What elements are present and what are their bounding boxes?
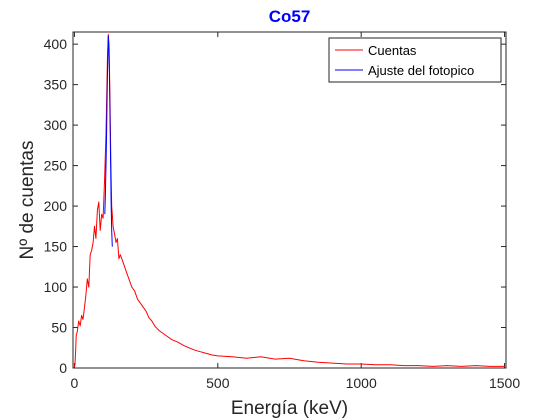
series-line-ajuste (104, 35, 113, 247)
y-tick-label: 50 (51, 320, 67, 336)
y-tick-label: 150 (44, 239, 68, 255)
plot-area-frame (72, 31, 507, 369)
y-tick-label: 250 (44, 158, 68, 174)
x-tick-label: 500 (206, 375, 230, 391)
x-tick-label: 0 (71, 375, 79, 391)
y-tick-label: 200 (44, 198, 68, 214)
y-tick-label: 300 (44, 117, 68, 133)
x-tick-label: 1500 (489, 375, 520, 391)
y-axis-label: Nº de cuentas (17, 141, 38, 260)
y-tick-label: 400 (44, 36, 68, 52)
x-tick-label: 1000 (346, 375, 377, 391)
series-line-cuentas (73, 33, 505, 369)
legend: Cuentas Ajuste del fotopico (328, 37, 502, 83)
ticks-layer: 0 500 1000 1500 0 50 100 150 200 250 300 350 400 (44, 32, 520, 391)
legend-box (328, 37, 502, 83)
y-tick-label: 350 (44, 77, 68, 93)
y-tick-label: 0 (59, 360, 67, 376)
x-axis-label: Energía (keV) (231, 398, 348, 419)
y-tick-label: 100 (44, 279, 68, 295)
legend-label-cuentas: Cuentas (368, 43, 417, 58)
series-layer (73, 33, 505, 369)
chart-title: Co57 (269, 7, 311, 26)
legend-label-ajuste: Ajuste del fotopico (368, 63, 474, 78)
